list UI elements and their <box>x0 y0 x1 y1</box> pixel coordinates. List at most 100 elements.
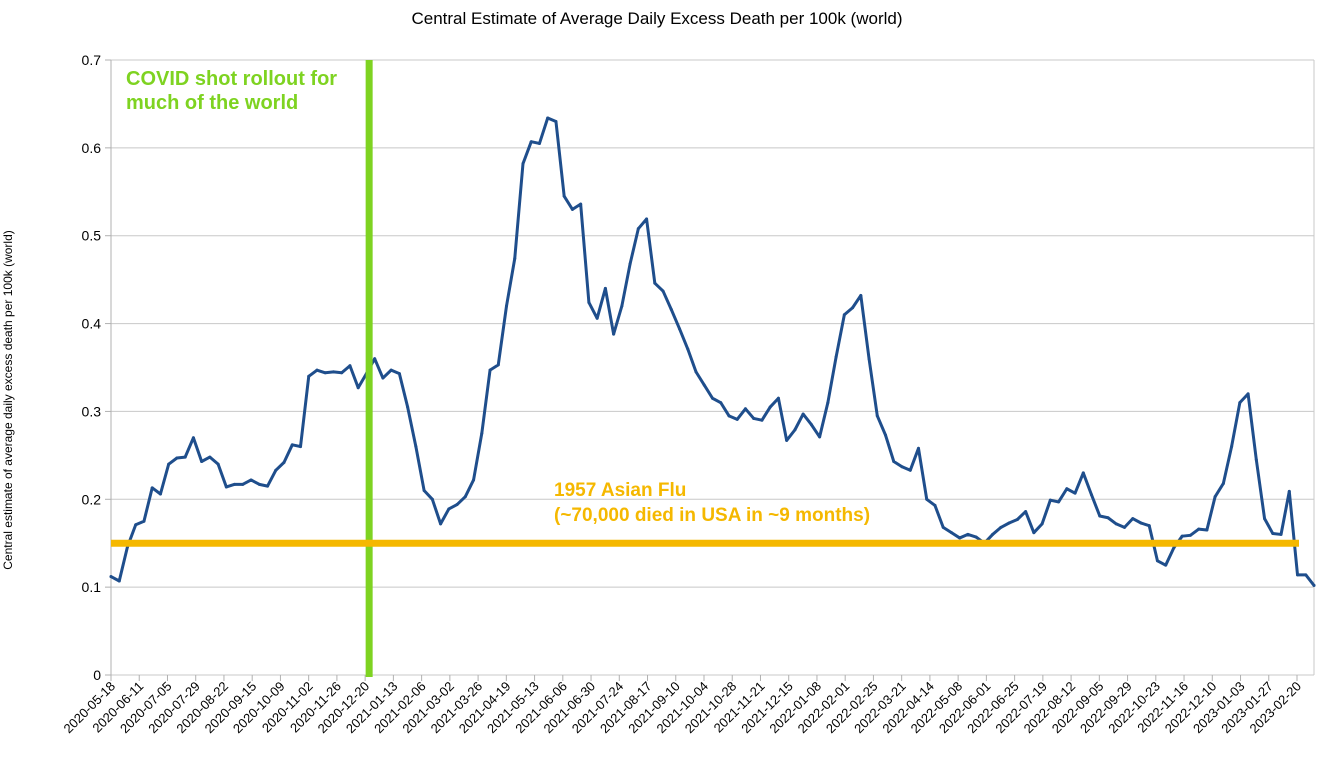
data-point <box>925 497 929 501</box>
data-point <box>1024 510 1028 514</box>
data-point <box>628 262 632 266</box>
data-point <box>537 141 541 145</box>
data-point <box>1188 533 1192 537</box>
y-tick-label: 0 <box>93 667 101 683</box>
data-point <box>191 436 195 440</box>
data-point <box>134 523 138 527</box>
data-point <box>158 492 162 496</box>
data-point <box>348 364 352 368</box>
y-axis-ticks: 0 0.1 0.2 0.3 0.4 0.5 0.6 0.7 <box>82 52 102 683</box>
data-point <box>463 495 467 499</box>
data-point <box>958 536 962 540</box>
data-point <box>175 456 179 460</box>
data-point <box>1106 516 1110 520</box>
data-point <box>290 443 294 447</box>
data-point <box>183 455 187 459</box>
data-point <box>867 357 871 361</box>
data-point <box>620 304 624 308</box>
data-point <box>859 293 863 297</box>
data-point <box>109 575 113 579</box>
data-point <box>1114 522 1118 526</box>
data-point <box>224 485 228 489</box>
data-point <box>694 370 698 374</box>
data-point <box>785 438 789 442</box>
y-tick-label: 0.2 <box>82 491 102 507</box>
data-point <box>1032 531 1036 535</box>
data-point <box>1263 517 1267 521</box>
data-point <box>307 374 311 378</box>
data-point <box>949 531 953 535</box>
data-point <box>439 522 443 526</box>
data-point <box>834 355 838 359</box>
data-point <box>1205 528 1209 532</box>
data-point <box>488 368 492 372</box>
data-point <box>727 414 731 418</box>
data-point <box>1230 445 1234 449</box>
data-point <box>1007 521 1011 525</box>
y-tick-label: 0.6 <box>82 140 102 156</box>
y-tick-label: 0.5 <box>82 228 102 244</box>
data-point <box>1312 583 1316 587</box>
data-point <box>472 478 476 482</box>
data-point <box>513 257 517 261</box>
data-point <box>570 207 574 211</box>
data-point <box>521 162 525 166</box>
asian-flu-label: 1957 Asian Flu <box>554 480 686 501</box>
data-point <box>595 316 599 320</box>
data-point <box>1098 514 1102 518</box>
data-point <box>117 579 121 583</box>
data-point <box>1015 517 1019 521</box>
data-point <box>719 401 723 405</box>
data-point <box>315 368 319 372</box>
data-point <box>200 460 204 464</box>
data-point <box>208 455 212 459</box>
data-point <box>397 372 401 376</box>
data-point <box>1279 532 1283 536</box>
data-point <box>266 484 270 488</box>
data-point <box>249 478 253 482</box>
data-point <box>430 497 434 501</box>
data-point <box>1065 487 1069 491</box>
data-point <box>653 281 657 285</box>
data-point <box>142 519 146 523</box>
covid-rollout-label: much of the world <box>126 92 298 114</box>
data-point <box>1197 527 1201 531</box>
data-point <box>480 431 484 435</box>
asian-flu-label: (~70,000 died in USA in ~9 months) <box>554 505 870 526</box>
data-point <box>150 486 154 490</box>
data-point <box>999 525 1003 529</box>
data-point <box>686 347 690 351</box>
data-point <box>603 286 607 290</box>
data-point <box>1296 573 1300 577</box>
data-point <box>809 423 813 427</box>
data-point <box>1221 481 1225 485</box>
data-point <box>645 217 649 221</box>
data-point <box>735 417 739 421</box>
data-point <box>933 503 937 507</box>
y-tick-label: 0.1 <box>82 579 102 595</box>
data-point <box>373 357 377 361</box>
data-point <box>743 407 747 411</box>
data-point <box>1131 517 1135 521</box>
data-point <box>381 376 385 380</box>
data-point <box>892 460 896 464</box>
data-point <box>875 414 879 418</box>
x-axis-ticks: 2020-05-182020-06-112020-07-052020-07-29… <box>60 679 1304 737</box>
data-point <box>760 418 764 422</box>
data-point <box>414 445 418 449</box>
data-point <box>826 401 830 405</box>
data-point <box>669 308 673 312</box>
data-point <box>661 289 665 293</box>
data-point <box>884 433 888 437</box>
data-point <box>447 507 451 511</box>
data-point <box>851 306 855 310</box>
gridlines <box>105 59 1315 681</box>
chart-title: Central Estimate of Average Daily Excess… <box>411 9 902 28</box>
data-point <box>257 482 261 486</box>
y-tick-label: 0.7 <box>82 52 102 68</box>
data-point <box>587 300 591 304</box>
data-point <box>941 525 945 529</box>
data-point <box>529 140 533 144</box>
data-point <box>1246 392 1250 396</box>
